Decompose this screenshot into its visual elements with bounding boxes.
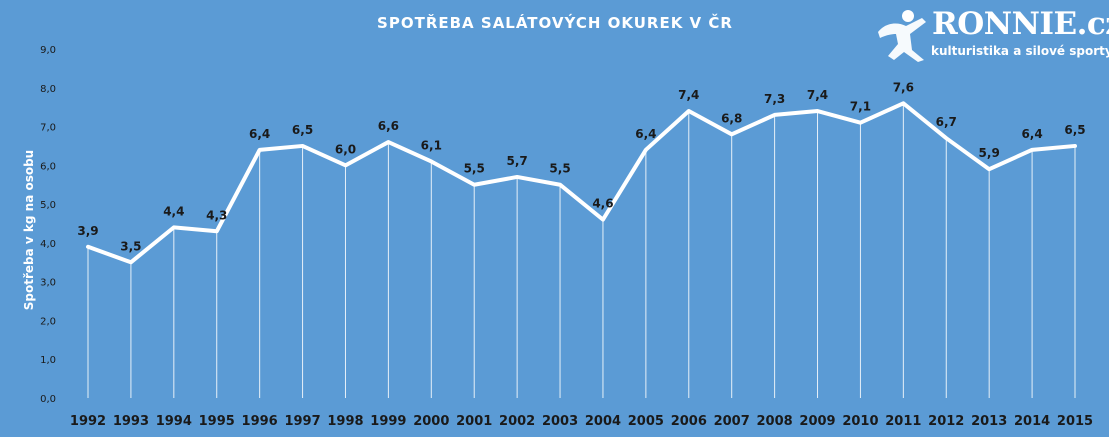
data-label: 4,3 (206, 208, 227, 222)
data-point (858, 121, 862, 125)
data-label: 6,0 (335, 142, 356, 156)
x-tick-label: 2001 (456, 414, 492, 429)
data-label: 7,1 (850, 100, 871, 114)
x-tick-label: 2011 (885, 414, 921, 429)
data-label: 6,4 (1021, 127, 1042, 141)
y-axis-label: Spotřeba v kg na osobu (22, 150, 36, 310)
ronnie-logo[interactable]: RONNIE.cz kulturistika a silové sporty (872, 4, 1109, 66)
data-point (644, 148, 648, 152)
x-tick-label: 1992 (70, 414, 106, 429)
x-tick-label: 2004 (585, 414, 621, 429)
y-tick-label: 4,0 (40, 239, 56, 250)
data-point (730, 132, 734, 136)
data-label: 6,1 (421, 138, 442, 152)
series-line (86, 101, 1077, 265)
data-label: 5,7 (506, 154, 527, 168)
data-label: 3,9 (77, 224, 98, 238)
x-tick-label: 1996 (242, 414, 278, 429)
athlete-figure-icon (878, 10, 926, 62)
x-tick-label: 2007 (714, 414, 750, 429)
data-label: 5,5 (464, 162, 485, 176)
data-label: 7,4 (678, 88, 699, 102)
data-label: 7,6 (893, 80, 914, 94)
data-label: 7,3 (764, 92, 785, 106)
x-tick-label: 2010 (842, 414, 878, 429)
y-tick-label: 8,0 (40, 84, 56, 95)
data-label: 6,4 (249, 127, 270, 141)
x-tick-label: 1993 (113, 414, 149, 429)
x-tick-label: 2015 (1057, 414, 1093, 429)
data-label: 6,6 (378, 119, 399, 133)
data-point (901, 101, 905, 105)
data-point (301, 144, 305, 148)
data-point (258, 148, 262, 152)
data-label: 5,5 (549, 162, 570, 176)
x-tick-label: 2006 (671, 414, 707, 429)
data-label: 6,4 (635, 127, 656, 141)
x-tick-label: 2002 (499, 414, 535, 429)
y-tick-label: 0,0 (40, 394, 56, 405)
x-tick-label: 1995 (199, 414, 235, 429)
y-tick-label: 6,0 (40, 161, 56, 172)
logo-name: RONNIE.cz (932, 6, 1109, 42)
data-label: 5,9 (979, 146, 1000, 160)
data-label: 3,5 (120, 239, 141, 253)
data-point (86, 245, 90, 249)
data-point (472, 183, 476, 187)
data-point (386, 140, 390, 144)
x-tick-label: 2003 (542, 414, 578, 429)
data-point (558, 183, 562, 187)
y-tick-label: 7,0 (40, 123, 56, 134)
data-point (987, 167, 991, 171)
data-point (687, 109, 691, 113)
x-tick-label: 1999 (370, 414, 406, 429)
x-tick-label: 2009 (799, 414, 835, 429)
x-tick-label: 2008 (757, 414, 793, 429)
x-tick-label: 2013 (971, 414, 1007, 429)
data-label: 6,8 (721, 111, 742, 125)
data-point (343, 163, 347, 167)
y-tick-label: 9,0 (40, 45, 56, 56)
x-tick-label: 1998 (327, 414, 363, 429)
y-tick-label: 1,0 (40, 355, 56, 366)
y-tick-label: 5,0 (40, 200, 56, 211)
data-label: 6,7 (936, 115, 957, 129)
x-tick-label: 2014 (1014, 414, 1050, 429)
data-point (172, 225, 176, 229)
logo-tagline: kulturistika a silové sporty (931, 44, 1109, 58)
y-tick-label: 2,0 (40, 316, 56, 327)
data-point (215, 229, 219, 233)
data-point (816, 109, 820, 113)
chart-title: SPOTŘEBA SALÁTOVÝCH OKUREK V ČR (377, 13, 733, 32)
data-label: 4,6 (592, 197, 613, 211)
data-label: 6,5 (292, 123, 313, 137)
data-point (515, 175, 519, 179)
data-point (601, 218, 605, 222)
x-tick-label: 1994 (156, 414, 192, 429)
x-tick-label: 2000 (413, 414, 449, 429)
data-label: 6,5 (1064, 123, 1085, 137)
data-point (944, 136, 948, 140)
y-tick-label: 3,0 (40, 278, 56, 289)
data-point (1073, 144, 1077, 148)
data-label: 7,4 (807, 88, 828, 102)
data-point (1030, 148, 1034, 152)
data-point (773, 113, 777, 117)
x-tick-label: 2005 (628, 414, 664, 429)
data-label: 4,4 (163, 204, 184, 218)
data-point (129, 260, 133, 264)
x-tick-label: 1997 (284, 414, 320, 429)
data-point (429, 159, 433, 163)
x-tick-label: 2012 (928, 414, 964, 429)
